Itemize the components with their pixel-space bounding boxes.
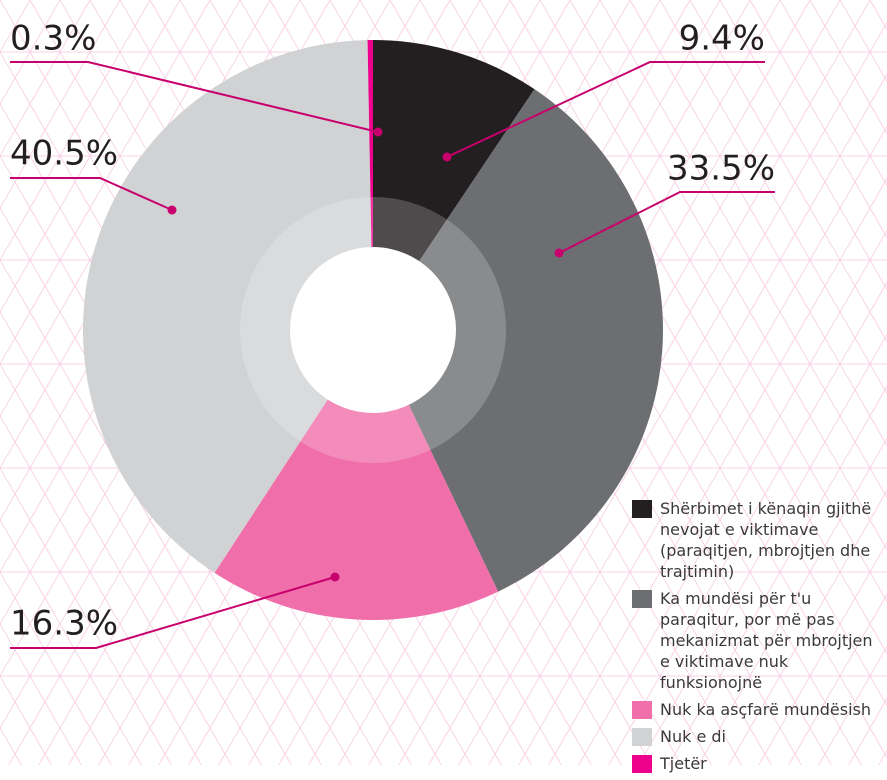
labels: 9.4% 33.5% 16.3% 40.5% 0.3% <box>10 19 775 649</box>
leader-line <box>446 61 765 158</box>
legend-label: Ka mundësi për t'u paraqitur, por më pas… <box>660 589 873 692</box>
legend-label: Tjetër <box>660 754 707 773</box>
slice <box>83 40 374 573</box>
leader-dot <box>373 127 383 137</box>
legend-swatch <box>632 590 652 608</box>
leader-dot <box>554 248 564 258</box>
legend-label: Shërbimet i kënaqin gjithë nevojat e vik… <box>660 499 872 581</box>
legend-item: Ka mundësi për t'u paraqitur, por më pas… <box>630 588 887 693</box>
legend-item: Tjetër <box>630 753 887 774</box>
leader-line <box>10 177 173 211</box>
legend-swatch <box>632 500 652 518</box>
value-label: 16.3% <box>10 604 118 644</box>
leader-line <box>10 61 379 133</box>
legend-swatch <box>632 728 652 746</box>
leader-dot <box>330 572 340 582</box>
slices <box>83 40 663 620</box>
leader-dot <box>442 152 452 162</box>
leader-line <box>558 191 775 254</box>
value-label: 33.5% <box>667 149 775 189</box>
legend-swatch <box>632 755 652 773</box>
value-label: 9.4% <box>679 19 765 59</box>
legend-item: Nuk ka asçfarë mundësish <box>630 699 887 720</box>
value-label: 0.3% <box>10 19 96 59</box>
legend-swatch <box>632 701 652 719</box>
legend: Shërbimet i kënaqin gjithë nevojat e vik… <box>630 498 887 780</box>
legend-label: Nuk e di <box>660 727 726 746</box>
legend-label: Nuk ka asçfarë mundësish <box>660 700 871 719</box>
legend-item: Shërbimet i kënaqin gjithë nevojat e vik… <box>630 498 887 582</box>
leader-line <box>10 576 336 649</box>
legend-item: Nuk e di <box>630 726 887 747</box>
value-label: 40.5% <box>10 134 118 174</box>
slice <box>214 330 499 620</box>
leader-dot <box>167 205 177 215</box>
donut-hole <box>290 247 456 413</box>
slice <box>373 89 663 592</box>
